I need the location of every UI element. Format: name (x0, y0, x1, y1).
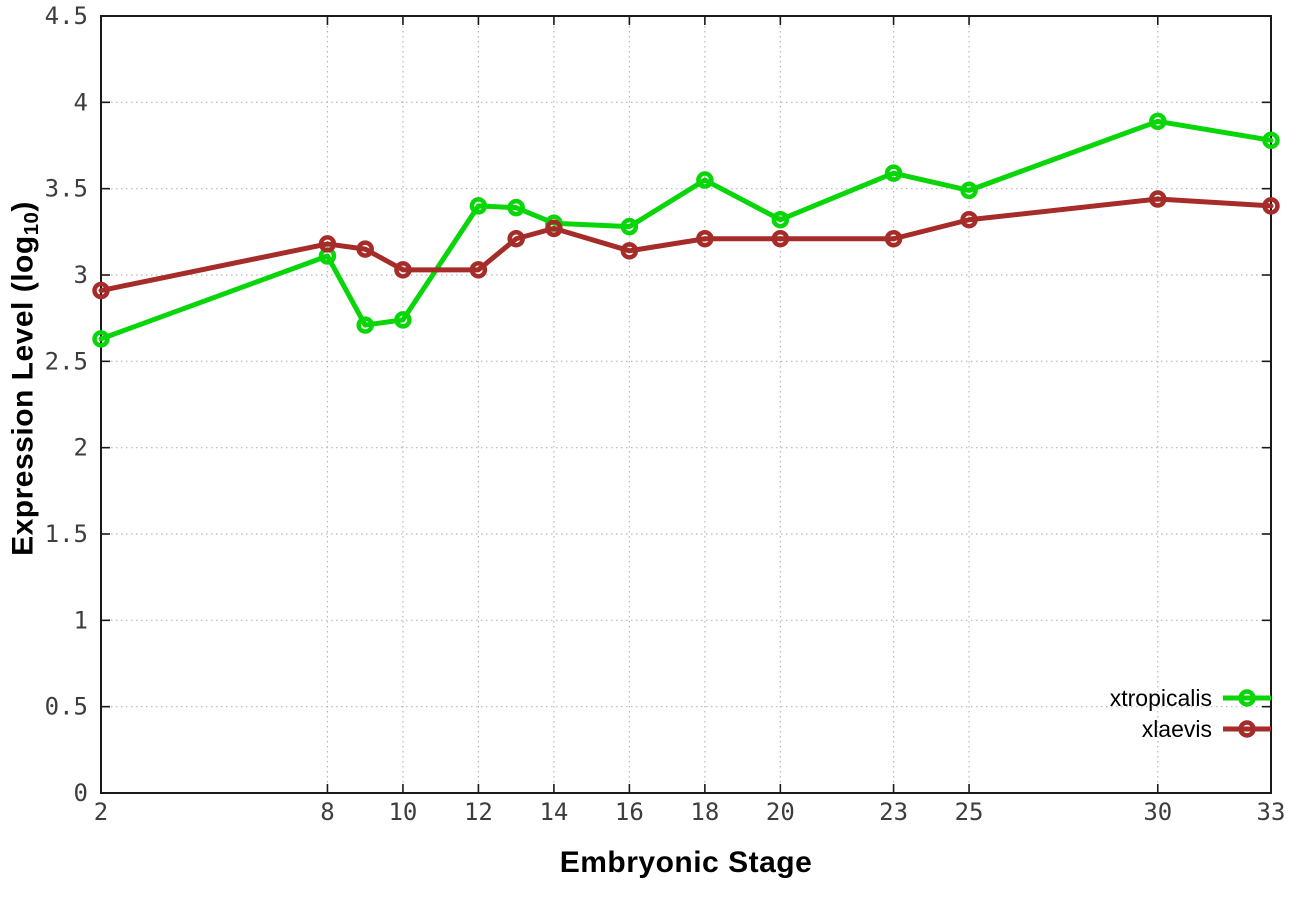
series-xtropicalis (92, 112, 1280, 348)
data-point-xtropicalis (394, 311, 412, 329)
x-tick-label: 14 (539, 798, 568, 826)
data-point-xtropicalis (1149, 112, 1167, 131)
data-point-xlaevis (469, 261, 488, 279)
legend-label-xlaevis: xlaevis (1141, 715, 1212, 742)
data-point-xlaevis (960, 210, 978, 229)
data-point-xlaevis (507, 229, 525, 248)
x-tick-label: 20 (766, 798, 795, 826)
data-point-xtropicalis (960, 181, 978, 200)
y-tick-label: 4 (74, 88, 88, 116)
data-point-xlaevis (318, 235, 337, 253)
y-tick-label: 0 (74, 779, 88, 807)
axis-ticks (100, 15, 1272, 794)
data-point-xtropicalis (884, 164, 903, 182)
legend-marker-icon (1238, 689, 1256, 707)
legend-item-xlaevis: xlaevis (1142, 716, 1272, 742)
y-tick-label: 4.5 (45, 2, 88, 30)
data-point-xlaevis (545, 219, 563, 238)
legend-marker-icon (1238, 720, 1256, 738)
y-tick-label: 2.5 (45, 347, 88, 375)
y-tick-label: 1.5 (45, 520, 88, 548)
data-point-xlaevis (356, 240, 374, 258)
data-series (92, 112, 1280, 348)
y-axis-title: Expression Level (log10) (5, 129, 44, 629)
data-point-xtropicalis (92, 330, 110, 348)
data-point-xlaevis (1262, 197, 1280, 215)
x-tick-label: 2 (94, 798, 108, 826)
data-point-xlaevis (1149, 190, 1167, 208)
series-xlaevis (92, 190, 1280, 300)
data-point-xtropicalis (1262, 131, 1280, 150)
y-tick-label: 0.5 (45, 693, 88, 721)
data-point-xtropicalis (771, 210, 790, 229)
data-point-xlaevis (92, 281, 110, 300)
tick-labels: 2 8 10 12 14 16 18 20 23 25 30 33 0 0.5 1 1.5 2 2.5 3 3.5 4 4… (45, 2, 1286, 826)
data-point-xtropicalis (356, 316, 374, 334)
data-point-xlaevis (394, 261, 412, 279)
data-point-xtropicalis (620, 217, 639, 236)
x-tick-label: 16 (615, 798, 644, 826)
x-tick-label: 18 (690, 798, 719, 826)
legend-item-xtropicalis: xtropicalis (1110, 685, 1272, 711)
y-tick-label: 2 (74, 434, 88, 462)
data-point-xlaevis (771, 229, 790, 248)
data-point-xtropicalis (696, 171, 714, 189)
x-tick-label: 10 (388, 798, 417, 826)
gridlines (101, 16, 1271, 793)
legend-label-xtropicalis: xtropicalis (1109, 684, 1212, 711)
legend-swatch-xtropicalis (1223, 689, 1271, 707)
y-tick-label: 1 (74, 606, 88, 634)
x-tick-label: 8 (320, 798, 334, 826)
legend: xtropicalis xlaevis (1110, 685, 1272, 742)
x-tick-label: 33 (1257, 798, 1286, 826)
data-point-xtropicalis (469, 197, 488, 215)
data-point-xlaevis (884, 229, 903, 248)
x-tick-label: 30 (1143, 798, 1172, 826)
x-tick-label: 12 (464, 798, 493, 826)
data-point-xlaevis (620, 242, 639, 260)
y-tick-label: 3 (74, 261, 88, 289)
y-tick-label: 3.5 (45, 175, 88, 203)
x-axis-title: Embryonic Stage (559, 846, 813, 879)
plot-border (100, 15, 1272, 794)
y-axis-title-subscript: 10 (21, 211, 44, 236)
series-line-xtropicalis (98, 118, 1274, 342)
y-axis-title-close: ) (6, 201, 40, 212)
data-point-xtropicalis (507, 198, 525, 217)
legend-swatch-xlaevis (1223, 720, 1271, 738)
data-point-xlaevis (696, 229, 714, 248)
plot-box (100, 15, 1272, 794)
y-axis-title-main: Expression Level (log (6, 235, 40, 556)
x-tick-label: 23 (879, 798, 908, 826)
x-tick-label: 25 (955, 798, 984, 826)
